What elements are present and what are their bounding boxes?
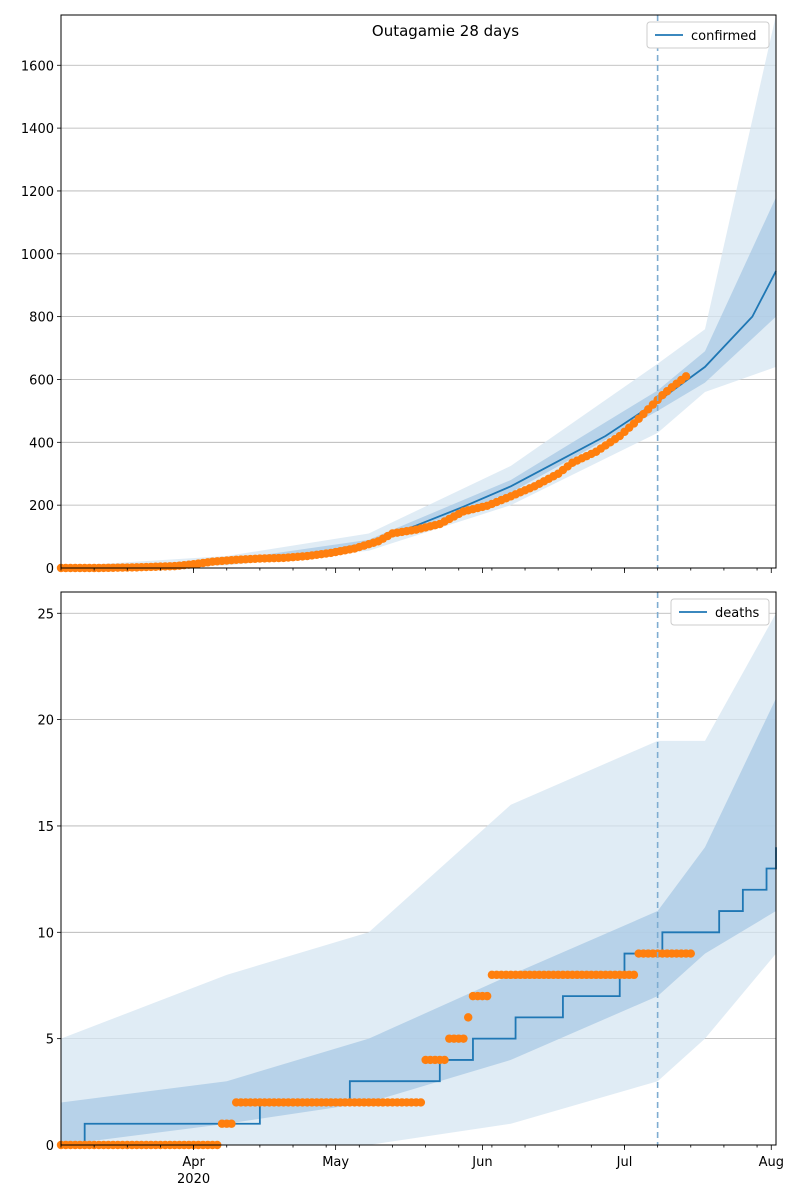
y-tick-label: 400 [29, 436, 54, 451]
legend-label: confirmed [691, 29, 757, 44]
data-point [464, 1013, 473, 1022]
x-tick-label: Apr [182, 1155, 205, 1170]
x-tick-label: Jul [616, 1155, 633, 1170]
legend-box [646, 21, 770, 49]
observed-series [56, 372, 691, 573]
y-tick-label: 10 [37, 926, 54, 941]
legend-label: deaths [715, 606, 760, 621]
plot-frame [60, 14, 777, 569]
panel-deaths: 0 5 10 15 20 25 Apr 2020 May Jun Jul Aug deaths [37, 591, 784, 1187]
y-tick-label: 25 [37, 607, 54, 622]
y-tick-label: 1200 [21, 185, 54, 200]
y-tick-label: 20 [37, 714, 54, 729]
y-tick-label: 15 [37, 820, 54, 835]
y-tick-label: 600 [29, 373, 54, 388]
y-tick-label: 800 [29, 311, 54, 326]
uncertainty-band-inner [61, 698, 776, 1145]
uncertainty-band-outer [61, 15, 776, 568]
data-point [629, 970, 639, 980]
y-tick-label: 1000 [21, 248, 54, 263]
data-point [482, 991, 492, 1001]
legend: deaths [670, 598, 770, 626]
data-point [227, 1119, 236, 1128]
data-point [416, 1098, 426, 1107]
y-tick-label: 200 [29, 499, 54, 514]
chart-title: Outagamie 28 days [372, 22, 519, 40]
legend-box [670, 598, 770, 626]
x-tick-label: Aug [759, 1155, 784, 1170]
x-tick-label: Jun [471, 1155, 492, 1170]
y-tick-label: 1600 [21, 59, 54, 74]
x-tick-sublabel: 2020 [177, 1172, 210, 1187]
y-tick-label: 0 [46, 562, 54, 577]
data-point [459, 1034, 468, 1043]
panel-confirmed: 0 200 400 600 800 1000 1200 1400 1600 Outagamie 2… [21, 14, 777, 577]
data-point [686, 949, 695, 958]
y-tick-label: 1400 [21, 122, 54, 137]
y-tick-label: 0 [46, 1139, 54, 1154]
observed-series [56, 949, 695, 1150]
data-point [440, 1055, 449, 1065]
data-point [681, 372, 691, 381]
plot-frame [60, 591, 777, 1146]
legend: confirmed [646, 21, 770, 49]
y-tick-label: 5 [46, 1033, 54, 1048]
x-tick-label: May [322, 1155, 349, 1170]
